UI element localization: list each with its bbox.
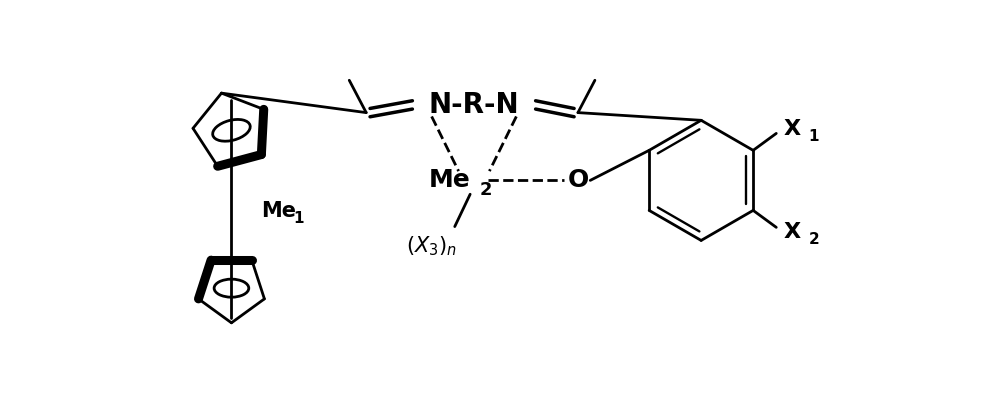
Text: 1: 1 bbox=[809, 129, 819, 144]
Text: $(X_3)_n$: $(X_3)_n$ bbox=[406, 234, 457, 258]
Text: N-R-N: N-R-N bbox=[429, 91, 519, 119]
Text: 1: 1 bbox=[293, 211, 304, 226]
Text: Me: Me bbox=[428, 168, 470, 192]
Text: Me: Me bbox=[261, 201, 296, 221]
Text: X: X bbox=[783, 119, 800, 139]
Text: 2: 2 bbox=[809, 232, 819, 247]
Text: 2: 2 bbox=[479, 182, 492, 199]
Text: O: O bbox=[567, 168, 589, 192]
Text: X: X bbox=[783, 222, 800, 242]
